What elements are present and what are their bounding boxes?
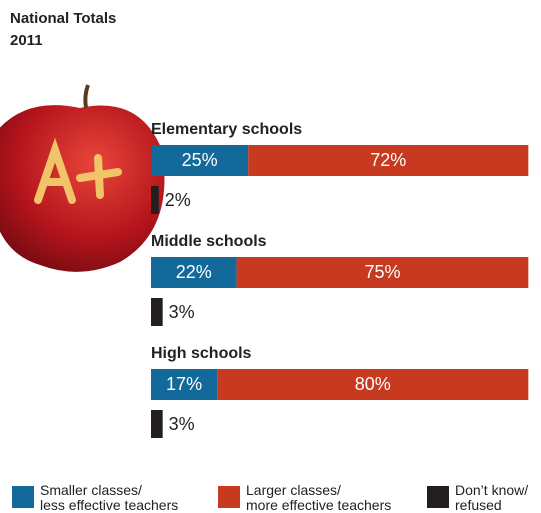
bar-segment: [151, 298, 163, 326]
chart-subtitle: 2011: [10, 32, 43, 49]
bar-segment: [151, 257, 237, 288]
bar-segment: [151, 186, 159, 214]
value-label: 22%: [176, 262, 212, 282]
bar-segment: [248, 145, 529, 176]
bar-segment: [151, 145, 249, 176]
category-label: Elementary schools: [151, 121, 302, 138]
legend-item: Larger classes/ more effective teachers: [218, 483, 406, 513]
value-label: 80%: [355, 374, 391, 394]
legend-swatch: [218, 486, 240, 508]
chart-svg: National Totals 2011 Elementary schools 2…: [0, 10, 529, 438]
legend-swatch: [427, 486, 449, 508]
value-label: 3%: [169, 302, 195, 322]
bar-segment: [236, 257, 529, 288]
legend-item: Don’t know/ refused: [427, 483, 541, 513]
value-label: 25%: [182, 150, 218, 170]
value-label: 75%: [364, 262, 400, 282]
apple-illustration: [0, 84, 165, 272]
legend-label: Larger classes/ more effective teachers: [246, 482, 392, 513]
bar-segment: [217, 369, 529, 400]
legend-swatch: [12, 486, 34, 508]
value-label: 17%: [166, 374, 202, 394]
category-label: Middle schools: [151, 233, 267, 250]
category-label: High schools: [151, 345, 252, 362]
value-label: 72%: [370, 150, 406, 170]
legend-label: Smaller classes/ less effective teachers: [40, 482, 179, 513]
value-label: 3%: [169, 414, 195, 434]
bar-segment: [151, 410, 163, 438]
chart-title: National Totals: [10, 10, 116, 27]
value-label: 2%: [165, 190, 191, 210]
legend-label: Don’t know/ refused: [455, 482, 529, 513]
legend-item: Smaller classes/ less effective teachers: [12, 483, 200, 513]
bar-segment: [151, 369, 218, 400]
